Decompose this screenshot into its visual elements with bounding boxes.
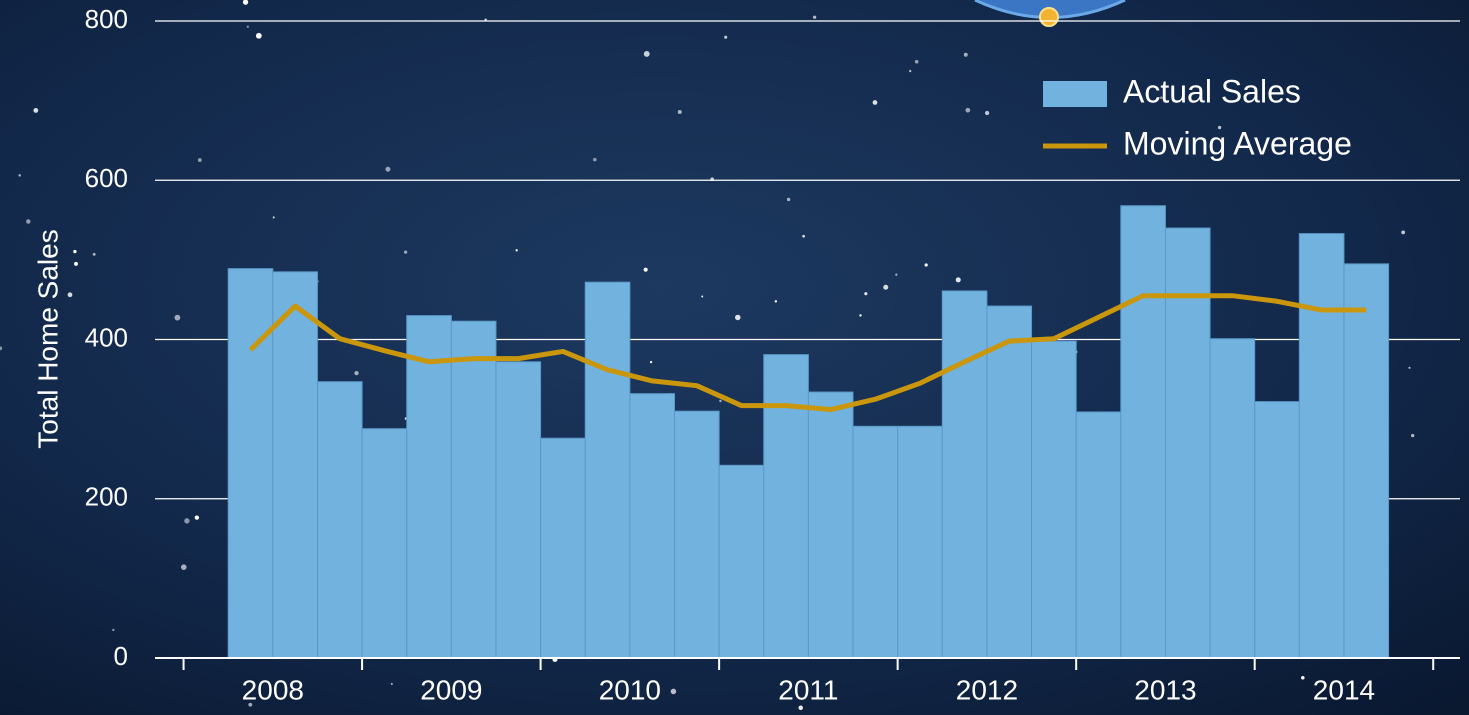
- star: [956, 277, 961, 282]
- bar: [1032, 341, 1077, 658]
- star: [965, 108, 970, 113]
- legend-label: Actual Sales: [1123, 73, 1301, 109]
- x-tick-label: 2010: [599, 674, 661, 705]
- y-axis-label: Total Home Sales: [32, 229, 63, 448]
- star: [112, 629, 114, 631]
- star: [593, 158, 597, 162]
- star: [787, 198, 790, 201]
- star: [798, 706, 803, 711]
- star: [864, 292, 867, 295]
- star: [735, 315, 741, 321]
- bar: [228, 269, 273, 658]
- star: [247, 26, 249, 28]
- bar: [362, 429, 407, 658]
- x-tick-label: 2014: [1313, 674, 1375, 705]
- bar: [1121, 206, 1166, 658]
- bar: [273, 272, 318, 658]
- star: [184, 518, 189, 523]
- bar: [496, 362, 541, 658]
- star: [1401, 230, 1405, 234]
- bar: [1076, 412, 1121, 658]
- star: [671, 689, 677, 695]
- star: [909, 70, 911, 72]
- x-tick-label: 2009: [420, 674, 482, 705]
- star: [644, 268, 648, 272]
- star: [385, 167, 390, 172]
- star: [404, 251, 407, 254]
- star: [198, 158, 202, 162]
- star: [1408, 367, 1410, 369]
- star: [1411, 434, 1414, 437]
- star: [354, 371, 358, 375]
- bar: [585, 282, 630, 658]
- star: [883, 285, 888, 290]
- star: [74, 262, 78, 266]
- page: {"chart_data": { "type": "bar", "y_label…: [0, 0, 1469, 715]
- star: [195, 515, 199, 519]
- bar: [942, 291, 987, 658]
- star: [391, 683, 393, 685]
- star: [19, 174, 21, 176]
- star: [256, 33, 262, 39]
- bar: [1165, 228, 1210, 658]
- bar: [675, 411, 720, 658]
- star: [724, 36, 727, 39]
- chart: Total Home Sales 0 200 400 600 800 2008 2009 20…: [0, 0, 1469, 715]
- bar: [451, 321, 496, 658]
- bar: [1255, 402, 1300, 658]
- star: [644, 51, 650, 57]
- bar: [853, 426, 898, 658]
- star: [68, 292, 73, 297]
- bar: [407, 316, 452, 658]
- bar: [630, 394, 675, 658]
- star: [925, 263, 928, 266]
- bar: [541, 438, 586, 658]
- star: [678, 110, 682, 114]
- star: [701, 295, 703, 297]
- star: [174, 315, 180, 321]
- star: [895, 274, 897, 276]
- x-tick-label: 2008: [242, 674, 304, 705]
- bar: [1344, 264, 1389, 658]
- y-tick-label: 600: [85, 163, 128, 193]
- y-tick-label: 800: [85, 4, 128, 34]
- bar: [719, 465, 764, 658]
- star: [802, 235, 805, 238]
- star: [273, 216, 275, 218]
- star: [73, 250, 76, 253]
- bar: [1299, 234, 1344, 658]
- x-tick-label: 2013: [1134, 674, 1196, 705]
- star: [93, 253, 96, 256]
- y-tick-label: 200: [85, 482, 128, 512]
- star: [964, 53, 968, 57]
- bar: [898, 426, 943, 658]
- star: [719, 400, 721, 402]
- star: [873, 100, 878, 105]
- x-tick-label: 2012: [956, 674, 1018, 705]
- legend-swatch: [1043, 81, 1107, 107]
- y-tick-label: 400: [85, 322, 128, 352]
- bar: [987, 306, 1032, 658]
- x-tick-label: 2011: [778, 674, 838, 705]
- star: [859, 314, 861, 316]
- star: [813, 16, 816, 19]
- star: [915, 60, 919, 64]
- legend-label: Moving Average: [1123, 125, 1352, 161]
- bar: [317, 382, 362, 658]
- star: [650, 361, 652, 363]
- bar: [808, 392, 853, 658]
- star: [515, 249, 517, 251]
- star: [775, 300, 777, 302]
- star: [1301, 676, 1305, 680]
- decoration-dot: [1040, 8, 1058, 26]
- star: [985, 111, 989, 115]
- star: [33, 108, 38, 113]
- star: [26, 219, 30, 223]
- y-tick-label: 0: [114, 641, 128, 671]
- bar: [764, 355, 809, 658]
- star: [181, 564, 187, 570]
- bar: [1210, 339, 1255, 658]
